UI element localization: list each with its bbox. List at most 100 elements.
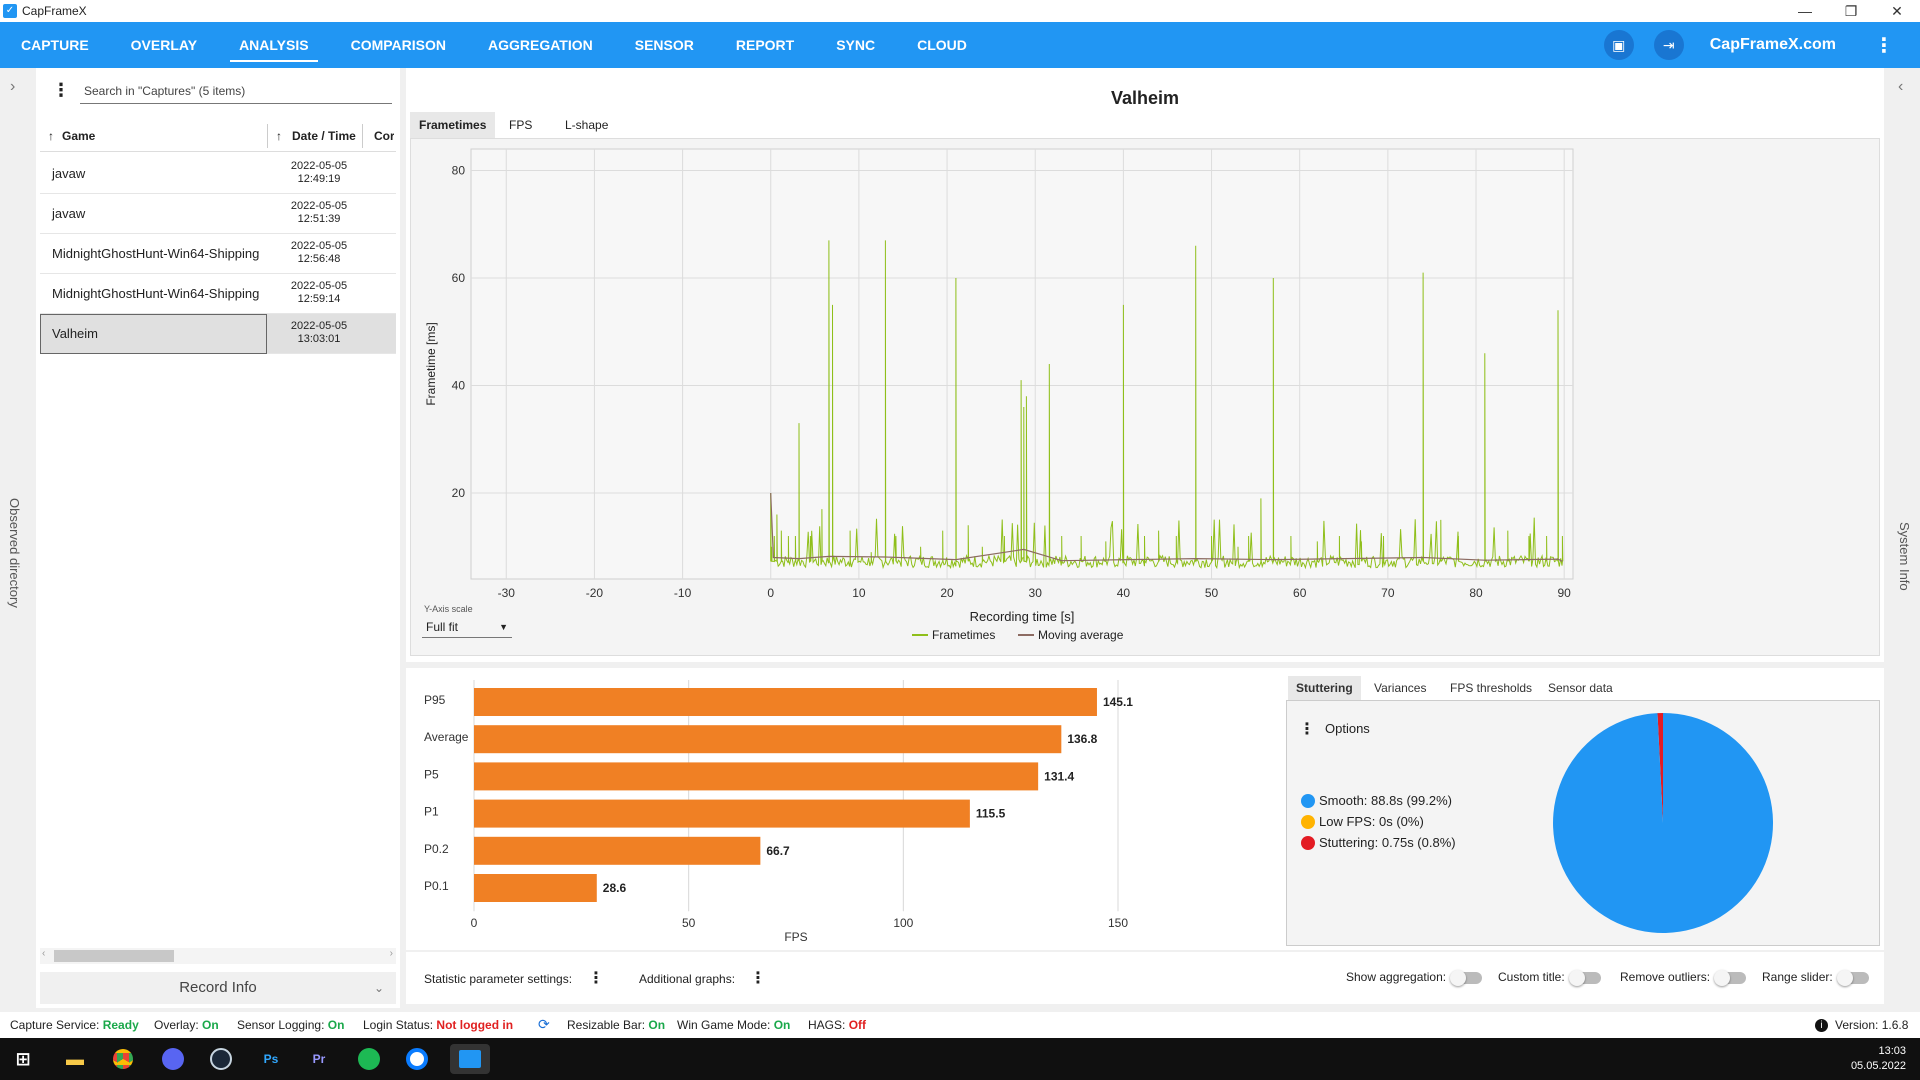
- stuttering-panel: Stuttering Variances FPS thresholds Sens…: [1282, 668, 1884, 950]
- tab-l-shape[interactable]: L-shape: [565, 118, 609, 132]
- toggle-switch[interactable]: [1568, 969, 1601, 986]
- tab-fps[interactable]: FPS: [509, 118, 533, 132]
- column-date-time[interactable]: Date / Time: [292, 129, 356, 143]
- additional-graphs-menu-icon[interactable]: ⋮: [750, 970, 766, 987]
- pie-slice[interactable]: [1553, 713, 1774, 933]
- custom-title-toggle[interactable]: Custom title:: [1498, 969, 1601, 986]
- game-name: javaw: [52, 166, 86, 181]
- remove-outliers-toggle[interactable]: Remove outliers:: [1620, 969, 1747, 986]
- chevron-down-icon[interactable]: ⌄: [373, 981, 384, 995]
- refresh-icon[interactable]: ⟳: [538, 1016, 550, 1032]
- captures-panel: ⋮ Search in "Captures" (5 items) ↑ Game …: [36, 68, 400, 1008]
- tab-overlay[interactable]: OVERLAY: [130, 37, 198, 53]
- bar-category-label: Average: [424, 730, 469, 744]
- scroll-left-icon[interactable]: ‹: [42, 948, 46, 959]
- sort-asc-icon[interactable]: ↑: [48, 129, 54, 143]
- bar[interactable]: [474, 874, 597, 902]
- chrome-icon[interactable]: [108, 1044, 138, 1074]
- tab-sync[interactable]: SYNC: [836, 37, 876, 53]
- toggle-switch[interactable]: [1836, 969, 1869, 986]
- record-info-expander[interactable]: Record Info ⌄: [40, 972, 396, 1004]
- stat-settings-menu-icon[interactable]: ⋮: [588, 970, 604, 987]
- system-info-rail[interactable]: ‹ System Info: [1888, 68, 1920, 1012]
- bar[interactable]: [474, 762, 1039, 791]
- minimize-button[interactable]: —: [1798, 2, 1812, 19]
- bar[interactable]: [474, 799, 970, 828]
- file-explorer-icon[interactable]: ▬: [66, 1048, 84, 1069]
- additional-graphs-label: Additional graphs:: [639, 972, 736, 986]
- chevron-right-icon[interactable]: ›: [10, 78, 16, 95]
- options-menu-icon[interactable]: ⋮: [1299, 721, 1315, 738]
- list-item[interactable]: MidnightGhostHunt-Win64-Shipping 2022-05…: [40, 274, 396, 314]
- discord-icon[interactable]: [158, 1044, 188, 1074]
- scrollbar-thumb[interactable]: [54, 950, 174, 962]
- login-icon[interactable]: ⇥: [1653, 30, 1684, 60]
- bar[interactable]: [474, 725, 1062, 754]
- tab-sensor[interactable]: SENSOR: [634, 37, 694, 53]
- photoshop-icon[interactable]: Ps: [263, 1052, 279, 1066]
- screenshot-icon[interactable]: ▣: [1603, 30, 1634, 60]
- frametime-chart[interactable]: -30 -20 -10 0 10 20 30 40 50 60 70 80 90 20 40 60 80 Reco…: [411, 139, 1879, 655]
- search-input[interactable]: Search in "Captures" (5 items): [80, 80, 392, 104]
- observed-directory-rail[interactable]: › Observed directory: [0, 68, 30, 1012]
- tab-sensor-data[interactable]: Sensor data: [1548, 681, 1613, 695]
- legend-moving-average-label: Moving average: [1038, 628, 1124, 642]
- more-menu-icon[interactable]: ⋮: [1874, 34, 1894, 57]
- windows-start-icon[interactable]: ⊞: [15, 1048, 31, 1069]
- y-axis-title: Frametime [ms]: [424, 322, 438, 405]
- legend-label: Low FPS:: [1319, 814, 1376, 829]
- tab-report[interactable]: REPORT: [735, 37, 795, 53]
- y-axis-scale-select[interactable]: Full fit ▼: [422, 616, 512, 638]
- x-axis-title: FPS: [784, 930, 807, 944]
- status-sensor-logging: Sensor Logging: On: [237, 1018, 345, 1032]
- password-manager-icon[interactable]: [402, 1044, 432, 1074]
- options-label[interactable]: Options: [1325, 721, 1370, 736]
- close-button[interactable]: ✕: [1891, 2, 1903, 19]
- app-logo-icon: ✓: [3, 4, 17, 18]
- premiere-icon[interactable]: Pr: [312, 1052, 326, 1066]
- info-icon[interactable]: i: [1815, 1019, 1828, 1032]
- list-item-selected[interactable]: Valheim 2022-05-05 13:03:01: [40, 314, 396, 354]
- tab-cloud[interactable]: CLOUD: [917, 37, 967, 53]
- tab-fps-thresholds[interactable]: FPS thresholds: [1450, 681, 1533, 695]
- column-game[interactable]: Game: [62, 129, 96, 143]
- x-tick-label: 60: [1293, 586, 1307, 600]
- sort-asc-icon[interactable]: ↑: [276, 129, 282, 143]
- website-link[interactable]: CapFrameX.com: [1709, 36, 1836, 53]
- toggle-switch[interactable]: [1714, 969, 1747, 986]
- tab-frametimes[interactable]: Frametimes: [410, 112, 496, 138]
- windows-taskbar: ⊞ ▬ Ps Pr 13:03 05.05.2022: [0, 1038, 1920, 1080]
- restore-button[interactable]: ❐: [1844, 2, 1858, 19]
- horizontal-scrollbar[interactable]: ‹ ›: [40, 948, 396, 964]
- tab-analysis[interactable]: ANALYSIS: [218, 22, 330, 68]
- list-item[interactable]: javaw 2022-05-05 12:49:19: [40, 154, 396, 194]
- legend-stuttering: Stuttering: 0.75s (0.8%): [1301, 835, 1456, 850]
- show-aggregation-toggle[interactable]: Show aggregation:: [1346, 969, 1483, 986]
- list-options-icon[interactable]: ⋮: [52, 80, 70, 100]
- status-resizable-bar: Resizable Bar: On: [567, 1018, 666, 1032]
- tab-comparison[interactable]: COMPARISON: [350, 37, 446, 53]
- scroll-right-icon[interactable]: ›: [389, 948, 393, 959]
- list-item[interactable]: javaw 2022-05-05 12:51:39: [40, 194, 396, 234]
- capframex-taskbar-icon[interactable]: [450, 1044, 490, 1074]
- bar[interactable]: [474, 836, 761, 865]
- tab-aggregation[interactable]: AGGREGATION: [488, 37, 593, 53]
- system-clock[interactable]: 13:03 05.05.2022: [1851, 1044, 1906, 1074]
- tab-stuttering[interactable]: Stuttering: [1288, 676, 1361, 700]
- pie-slice[interactable]: [1657, 713, 1663, 823]
- column-comment[interactable]: Cor: [374, 129, 394, 143]
- chevron-left-icon[interactable]: ‹: [1898, 78, 1904, 95]
- tab-capture[interactable]: CAPTURE: [21, 37, 89, 53]
- tab-variances[interactable]: Variances: [1374, 681, 1427, 695]
- observed-directory-label: Observed directory: [7, 498, 22, 608]
- list-item[interactable]: MidnightGhostHunt-Win64-Shipping 2022-05…: [40, 234, 396, 274]
- system-info-label: System Info: [1897, 522, 1912, 591]
- spotify-icon[interactable]: [354, 1044, 384, 1074]
- toggle-switch[interactable]: [1450, 969, 1483, 986]
- status-bar: Capture Service: Ready Overlay: On Senso…: [0, 1012, 1920, 1038]
- steam-icon[interactable]: [206, 1044, 236, 1074]
- fps-statistics-chart[interactable]: 0 50 100 150 FPS P95 145.1 Average 136.8 P5 131.4 P…: [406, 668, 1282, 950]
- stuttering-pie-chart[interactable]: [1543, 703, 1783, 943]
- range-slider-toggle[interactable]: Range slider:: [1762, 969, 1869, 986]
- bar[interactable]: [474, 688, 1097, 716]
